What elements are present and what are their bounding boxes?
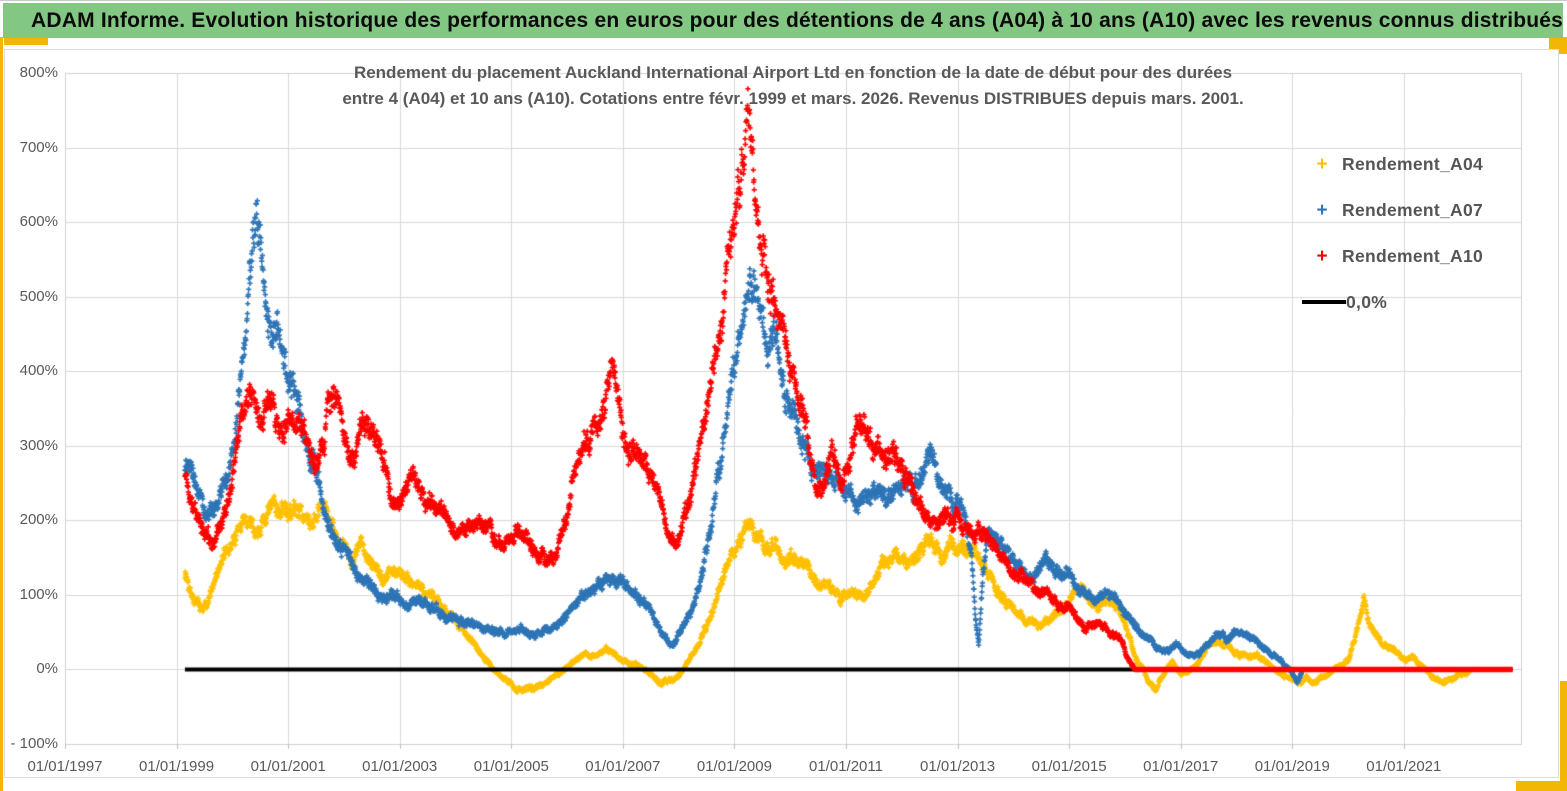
y-axis-tick-label: 200% xyxy=(19,511,58,529)
x-axis-tick-label: 01/01/2003 xyxy=(362,758,438,775)
legend-label: 0,0% xyxy=(1346,291,1388,312)
legend-item: + Rendement_A07 xyxy=(1302,187,1558,233)
x-axis-tick-label: 01/01/2011 xyxy=(809,758,883,775)
legend-item: + Rendement_A10 xyxy=(1302,233,1558,279)
line-marker-icon xyxy=(1302,300,1346,304)
legend-label: Rendement_A04 xyxy=(1342,153,1484,174)
legend-item: 0,0% xyxy=(1302,279,1558,325)
y-axis-tick-label: 300% xyxy=(19,436,58,454)
chart-title-line-2: entre 4 (A04) et 10 ans (A10). Cotations… xyxy=(342,89,1244,108)
x-axis-tick-label: 01/01/2021 xyxy=(1366,758,1442,775)
x-axis-tick-label: 01/01/2007 xyxy=(585,758,661,775)
legend-item: + Rendement_A04 xyxy=(1302,141,1558,187)
x-axis-tick-label: 01/01/2005 xyxy=(473,758,549,775)
legend-label: Rendement_A07 xyxy=(1342,199,1484,220)
x-axis-tick-label: 01/01/2019 xyxy=(1254,758,1330,775)
chart-legend: + Rendement_A04 + Rendement_A07 + Rendement_A… xyxy=(1302,141,1558,325)
y-axis-tick-label: 400% xyxy=(19,362,58,380)
plus-marker-icon: + xyxy=(1316,199,1328,221)
x-axis-tick-label: 01/01/2013 xyxy=(920,758,996,775)
plus-marker-icon: + xyxy=(1316,153,1328,175)
chart-title-line-1: Rendement du placement Auckland Internat… xyxy=(353,63,1233,82)
x-axis-tick-label: 01/01/1997 xyxy=(27,758,103,775)
x-axis-tick-label: 01/01/1999 xyxy=(139,758,215,775)
y-axis-tick-label: 0% xyxy=(36,660,58,678)
x-axis-tick-label: 01/01/2001 xyxy=(250,758,326,775)
legend-label: Rendement_A10 xyxy=(1342,245,1484,266)
y-axis-tick-label: 600% xyxy=(19,213,58,231)
plus-marker-icon: + xyxy=(1316,245,1328,267)
y-axis-tick-label: 800% xyxy=(19,64,58,81)
y-axis-tick-label: 700% xyxy=(19,138,58,156)
y-axis-tick-label: 100% xyxy=(19,585,58,603)
x-axis-tick-label: 01/01/2015 xyxy=(1031,758,1107,775)
x-axis-tick-label: 01/01/2009 xyxy=(696,758,772,775)
x-axis-tick-label: 01/01/2017 xyxy=(1143,758,1219,775)
y-axis-tick-label: - 100% xyxy=(10,735,58,752)
y-axis-tick-label: 500% xyxy=(19,287,58,305)
